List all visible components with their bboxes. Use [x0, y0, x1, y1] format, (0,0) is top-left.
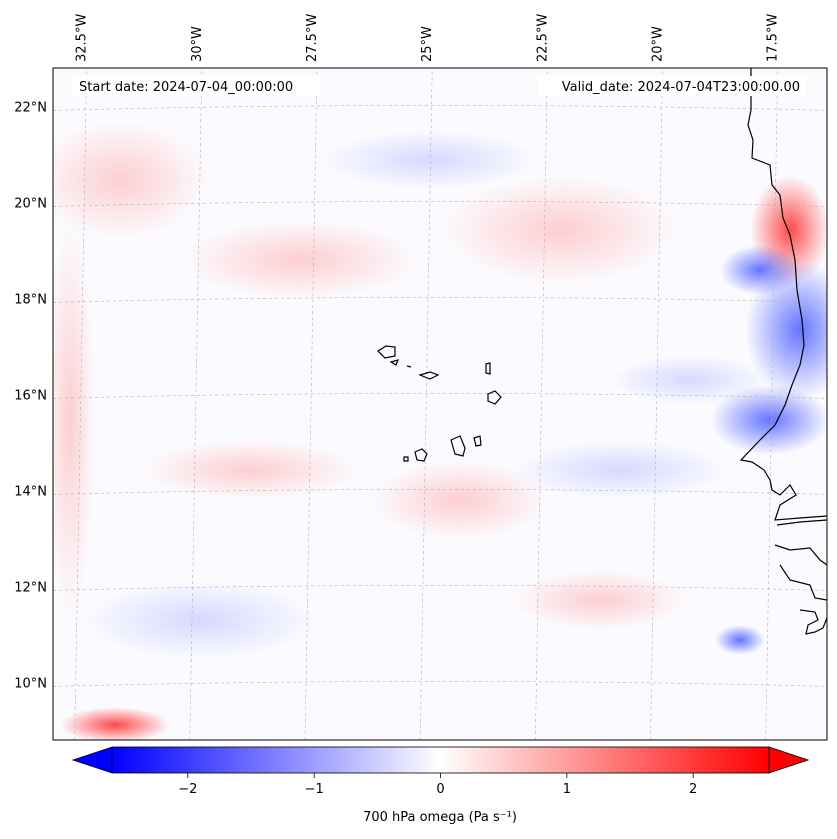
field-patch [140, 440, 360, 500]
colorbar-tick-label: 1 [563, 782, 571, 797]
field-patch [610, 355, 770, 405]
colorbar-bar [111, 746, 770, 774]
longitude-label: 27.5°W [305, 14, 320, 62]
field-patch-negative [720, 245, 800, 295]
gambia-coast [776, 519, 827, 526]
field-patch [53, 220, 95, 620]
omega-field [53, 120, 827, 740]
longitude-label: 20°W [651, 26, 666, 62]
island-sao-vicente [389, 359, 400, 366]
latitude-label: 20°N [14, 196, 47, 211]
field-patch [510, 440, 730, 500]
latitude-label: 18°N [14, 292, 47, 307]
latitude-label: 12°N [14, 580, 47, 595]
field-patch [510, 570, 690, 630]
colorbar-tick-label: −2 [178, 782, 197, 797]
longitude-label: 17.5°W [766, 14, 781, 62]
parallel-line [53, 585, 827, 591]
colorbar-label: 700 hPa omega (Pa s⁻¹) [363, 810, 517, 825]
guinea-bissau-coast [774, 544, 827, 566]
coastlines [377, 68, 827, 635]
longitude-label: 30°W [190, 26, 205, 62]
island-sao-nicolau [418, 371, 440, 380]
bijagos-islands [799, 609, 827, 635]
longitude-label: 25°W [420, 26, 435, 62]
parallel-line [53, 201, 827, 207]
field-patch [440, 175, 680, 285]
map-panel: Start date: 2024-07-04_00:00:00 Valid_da… [52, 67, 828, 741]
start-date-box [72, 76, 320, 96]
map-frame [52, 67, 828, 741]
field-patch [370, 460, 550, 540]
parallel-line [53, 489, 827, 495]
meridian-line [419, 68, 433, 740]
parallel-line [53, 297, 827, 303]
valid-date-label: Valid_date: 2024-07-04T23:00:00.00 [562, 80, 800, 95]
colorbar-ticks: −2 −1 0 1 2 [178, 773, 697, 797]
meridian-line [189, 68, 203, 740]
parallel-line [53, 681, 827, 687]
latitude-label: 14°N [14, 484, 47, 499]
island-brava [403, 456, 409, 462]
colorbar-max-extend [768, 746, 810, 774]
parallel-line [53, 105, 827, 111]
field-patch-negative [715, 625, 765, 655]
meridian-line [535, 68, 548, 740]
field-patch-negative [710, 385, 827, 455]
parallel-line [53, 393, 827, 399]
island-santiago [450, 435, 466, 457]
island-santo-antao [377, 345, 396, 359]
latitude-label: 22°N [14, 100, 47, 115]
colorbar-tick-label: 2 [689, 782, 697, 797]
africa-coastline [739, 68, 827, 521]
valid-date-box [538, 76, 806, 96]
island-maio [473, 435, 482, 447]
graticule [53, 68, 827, 740]
colorbar-min-extend [71, 746, 113, 774]
start-date-label: Start date: 2024-07-04_00:00:00 [79, 80, 293, 95]
colorbar-tick-label: 0 [436, 782, 444, 797]
latitude-label: 16°N [14, 388, 47, 403]
field-patch [320, 130, 540, 190]
colorbar: −2 −1 0 1 2 700 hPa omega (Pa s⁻¹) [71, 746, 810, 825]
field-patch [53, 120, 210, 240]
field-patch-strong-negative [745, 260, 827, 400]
meridian-line [650, 68, 663, 740]
field-patch-positive [60, 707, 170, 740]
longitude-label: 32.5°W [75, 14, 90, 62]
meridian-line [765, 68, 779, 740]
longitude-label: 22.5°W [535, 14, 550, 62]
latitude-label: 10°N [14, 676, 47, 691]
colorbar-tick-label: −1 [305, 782, 324, 797]
island-fogo [414, 448, 428, 462]
latitude-labels: 22°N 20°N 18°N 16°N 14°N 12°N 10°N [14, 100, 47, 691]
field-patch [180, 220, 420, 300]
meridian-line [304, 68, 318, 740]
meridian-line [74, 68, 87, 740]
field-patch [80, 580, 320, 660]
island-sal [485, 362, 491, 375]
island-boa-vista [487, 390, 502, 405]
island-santa-luzia [406, 365, 412, 368]
longitude-labels: 32.5°W 30°W 27.5°W 25°W 22.5°W 20°W 17.5°W [75, 14, 781, 62]
guinea-coast [779, 564, 827, 601]
